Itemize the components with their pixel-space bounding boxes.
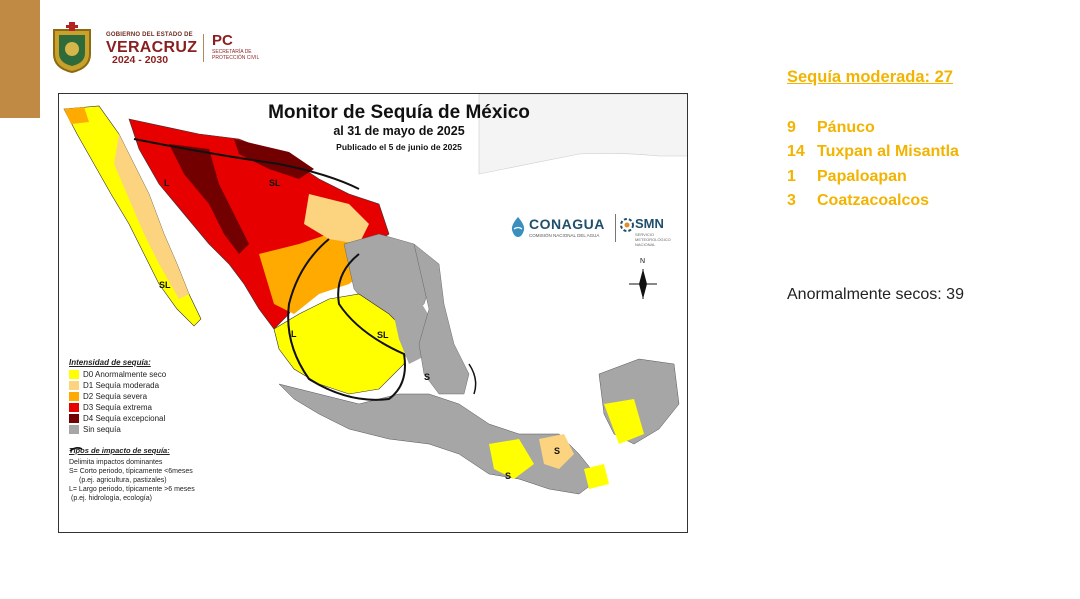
veracruz-seal-icon (53, 22, 91, 74)
pc-logo-text: PC (212, 32, 233, 49)
legend-label-d1: D1 Sequía moderada (83, 381, 160, 390)
label-SL-north: SL (269, 178, 281, 188)
region-count: 9 (787, 119, 796, 136)
impact-line4: L= Largo periodo, típicamente >6 meses (69, 486, 195, 493)
conagua-subtitle: COMISIÓN NACIONAL DEL AGUA (529, 233, 600, 238)
map-published: Publicado el 5 de junio de 2025 (336, 142, 462, 152)
legend-label-none: Sin sequía (83, 425, 121, 434)
government-header-logo: GOBIERNO DEL ESTADO DE VERACRUZ 2024 - 2… (50, 20, 270, 76)
pc-subtitle: SECRETARÍA DE PROTECCIÓN CIVIL (212, 49, 260, 61)
conagua-text: CONAGUA (529, 216, 605, 232)
boundary-line-icon (69, 446, 83, 452)
impact-line1: Delimita impactos dominantes (69, 459, 163, 466)
smn-logo-icon (620, 218, 634, 232)
mexico-drought-map-graphic (63, 94, 687, 495)
impact-heading: Tipos de impacto de sequía: (69, 446, 170, 455)
map-title: Monitor de Sequía de México (268, 102, 530, 123)
header-divider (203, 34, 204, 62)
legend-item: D0 Anormalmente seco (69, 369, 269, 380)
legend-label-d4: D4 Sequía excepcional (83, 414, 166, 423)
impact-line5: (p.ej. hidrología, ecología) (71, 495, 152, 502)
label-S-center: S (424, 372, 431, 382)
map-date: al 31 de mayo de 2025 (333, 124, 465, 138)
legend-swatch-d0 (69, 370, 79, 379)
list-item: 14 Tuxpan al Misantla (787, 140, 959, 164)
list-item: 1 Papaloapan (787, 165, 959, 189)
region-name: Papaloapan (817, 167, 907, 185)
legend-swatch-d3 (69, 403, 79, 412)
impact-line-legend: Delimita impactos dominantes (69, 446, 269, 467)
region-name: Tuxpan al Misantla (817, 143, 959, 161)
government-label: GOBIERNO DEL ESTADO DE (106, 32, 193, 38)
label-L-central: L (291, 329, 297, 339)
region-count: 1 (787, 167, 796, 185)
legend-item: Sin sequía (69, 424, 269, 435)
impact-line2: S= Corto periodo, típicamente <6meses (69, 468, 193, 475)
label-SL-baja: SL (159, 280, 171, 290)
moderate-drought-heading: Sequía moderada: 27 (787, 68, 953, 86)
impact-types-legend: Tipos de impacto de sequía: Delimita imp… (69, 446, 269, 503)
legend-item: D3 Sequía extrema (69, 402, 269, 413)
legend-label-d2: D2 Sequía severa (83, 392, 148, 401)
legend-swatch-d4 (69, 414, 79, 423)
list-item: 9 Pánuco (787, 116, 959, 140)
legend-label-d0: D0 Anormalmente seco (83, 370, 167, 379)
region-name: Pánuco (817, 119, 875, 136)
north-arrow-icon (629, 269, 657, 299)
label-L-north: L (164, 178, 170, 188)
legend-item: D2 Sequía severa (69, 391, 269, 402)
legend-item: D4 Sequía excepcional (69, 413, 269, 424)
label-S-south: S (505, 471, 512, 481)
conagua-logo-icon (511, 217, 525, 237)
agency-logos: CONAGUA COMISIÓN NACIONAL DEL AGUA SMN S… (507, 211, 687, 247)
smn-subtitle: SERVICIO METEOROLÓGICO NACIONAL (635, 232, 671, 247)
legend-heading: Intensidad de sequía: (69, 358, 151, 367)
label-SL-central: SL (377, 330, 389, 340)
drought-monitor-map: Monitor de Sequía de México al 31 de may… (58, 93, 688, 533)
region-list: 9 Pánuco 14 Tuxpan al Misantla 1 Papaloapan… (787, 116, 959, 213)
region-count: 3 (787, 191, 796, 209)
legend-item: D1 Sequía moderada (69, 380, 269, 391)
impact-line3: (p.ej. agricultura, pastizales) (79, 477, 167, 484)
legend-swatch-d1 (69, 381, 79, 390)
list-item: 3 Coatzacoalcos (787, 189, 959, 213)
label-S-veracruz: S (554, 446, 561, 456)
legend-swatch-d2 (69, 392, 79, 401)
region-count: 14 (787, 143, 805, 161)
state-name: VERACRUZ (106, 39, 198, 56)
label-north: N (640, 258, 646, 265)
legend-label-d3: D3 Sequía extrema (83, 403, 152, 412)
abnormally-dry-count: Anormalmente secos: 39 (787, 286, 964, 303)
region-name: Coatzacoalcos (817, 191, 930, 209)
logo-divider (615, 214, 616, 242)
side-accent-bar (0, 0, 40, 118)
legend-swatch-none (69, 425, 79, 434)
smn-text: SMN (635, 216, 664, 231)
drought-intensity-legend: Intensidad de sequía: D0 Anormalmente se… (69, 358, 269, 435)
government-period: 2024 - 2030 (112, 54, 169, 66)
